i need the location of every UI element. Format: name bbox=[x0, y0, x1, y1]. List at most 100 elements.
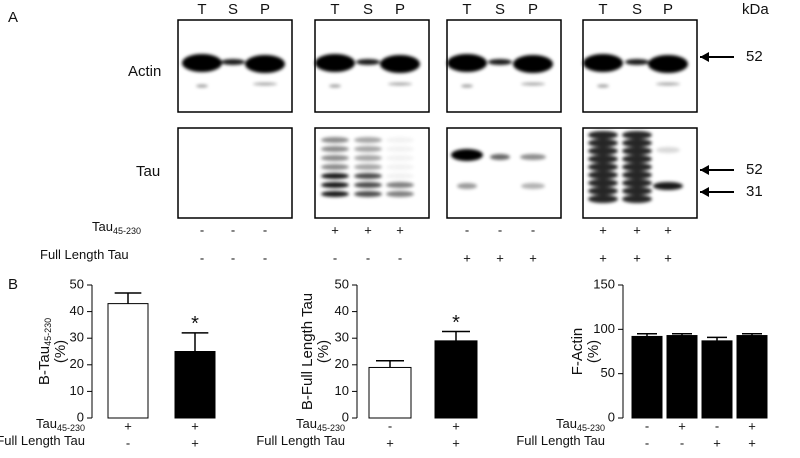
band bbox=[356, 59, 380, 65]
condition-sign: + bbox=[386, 435, 394, 450]
condition-sign: + bbox=[452, 418, 460, 433]
band bbox=[583, 54, 623, 72]
condition-sign: + bbox=[599, 250, 607, 265]
condition-sign: + bbox=[452, 435, 460, 450]
band bbox=[588, 147, 618, 155]
y-axis-label: B-Tau45-230 bbox=[36, 318, 53, 385]
band bbox=[386, 155, 414, 161]
band bbox=[513, 55, 553, 73]
lane-header: T bbox=[197, 1, 206, 18]
y-tick-label: 20 bbox=[70, 356, 84, 371]
band bbox=[653, 182, 683, 190]
band bbox=[380, 55, 420, 73]
lane-header: S bbox=[632, 1, 642, 18]
y-tick-label: 10 bbox=[335, 383, 349, 398]
band bbox=[588, 195, 618, 203]
band bbox=[315, 54, 355, 72]
condition-sign: - bbox=[388, 418, 392, 433]
band bbox=[588, 187, 618, 195]
y-axis-unit: (%) bbox=[315, 340, 332, 363]
condition-sign: + bbox=[748, 435, 756, 450]
band bbox=[321, 173, 349, 179]
condition-sign: - bbox=[126, 435, 130, 450]
y-tick-label: 100 bbox=[593, 321, 615, 336]
y-tick-label: 0 bbox=[342, 409, 349, 424]
band bbox=[457, 183, 477, 189]
band bbox=[386, 173, 414, 179]
band bbox=[354, 173, 382, 179]
row-label: Actin bbox=[128, 63, 161, 80]
condition-label: Full Length Tau bbox=[0, 433, 85, 448]
band bbox=[622, 171, 652, 179]
lane-header: T bbox=[462, 1, 471, 18]
band bbox=[253, 82, 277, 86]
band bbox=[622, 195, 652, 203]
condition-sign: - bbox=[366, 250, 370, 265]
condition-sign: - bbox=[645, 418, 649, 433]
band bbox=[622, 187, 652, 195]
condition-sign: + bbox=[678, 418, 686, 433]
band bbox=[490, 154, 510, 160]
condition-sign: - bbox=[200, 222, 204, 237]
condition-sign: - bbox=[231, 222, 235, 237]
label-text: Full Length Tau bbox=[0, 433, 85, 448]
band bbox=[521, 82, 545, 86]
y-tick-label: 10 bbox=[70, 383, 84, 398]
band bbox=[386, 137, 414, 143]
band bbox=[625, 59, 649, 65]
bar bbox=[174, 351, 216, 419]
band bbox=[622, 179, 652, 187]
band bbox=[597, 84, 609, 88]
condition-sign: + bbox=[463, 250, 471, 265]
bar bbox=[434, 340, 478, 419]
band bbox=[386, 146, 414, 152]
condition-sign: + bbox=[748, 418, 756, 433]
label-text: Tau bbox=[92, 219, 113, 234]
bar bbox=[666, 335, 698, 419]
band bbox=[588, 139, 618, 147]
blot-frame bbox=[446, 127, 562, 219]
condition-sign: + bbox=[396, 222, 404, 237]
band bbox=[321, 191, 349, 197]
band bbox=[488, 59, 512, 65]
lane-header: P bbox=[260, 1, 270, 18]
lane-header: S bbox=[228, 1, 238, 18]
band bbox=[388, 82, 412, 86]
lane-header: S bbox=[363, 1, 373, 18]
condition-sign: + bbox=[191, 435, 199, 450]
band bbox=[354, 137, 382, 143]
band bbox=[622, 163, 652, 171]
y-tick-label: 40 bbox=[70, 303, 84, 318]
band bbox=[656, 82, 680, 86]
condition-sign: - bbox=[200, 250, 204, 265]
label-text: Tau bbox=[36, 416, 57, 431]
label-text: Full Length Tau bbox=[40, 247, 129, 262]
condition-label: Tau45-230 bbox=[36, 416, 85, 433]
band bbox=[622, 155, 652, 163]
y-axis-label: F-Actin bbox=[569, 328, 586, 376]
label-subscript: 45-230 bbox=[43, 318, 53, 346]
band bbox=[648, 55, 688, 73]
y-tick-label: 0 bbox=[608, 409, 615, 424]
band bbox=[321, 146, 349, 152]
condition-sign: - bbox=[715, 418, 719, 433]
band bbox=[622, 139, 652, 147]
condition-sign: + bbox=[124, 418, 132, 433]
band bbox=[656, 147, 680, 153]
lane-header: P bbox=[528, 1, 538, 18]
arrow-head bbox=[700, 52, 709, 62]
condition-sign: - bbox=[263, 250, 267, 265]
condition-sign: - bbox=[333, 250, 337, 265]
band bbox=[386, 164, 414, 170]
condition-sign: + bbox=[664, 222, 672, 237]
lane-header: S bbox=[495, 1, 505, 18]
y-tick-label: 50 bbox=[70, 276, 84, 291]
condition-label: Full Length Tau bbox=[256, 433, 345, 448]
condition-sign: + bbox=[713, 435, 721, 450]
blot-frame bbox=[314, 127, 430, 219]
label-text: Full Length Tau bbox=[516, 433, 605, 448]
label-text: Full Length Tau bbox=[256, 433, 345, 448]
condition-sign: - bbox=[531, 222, 535, 237]
band bbox=[354, 155, 382, 161]
